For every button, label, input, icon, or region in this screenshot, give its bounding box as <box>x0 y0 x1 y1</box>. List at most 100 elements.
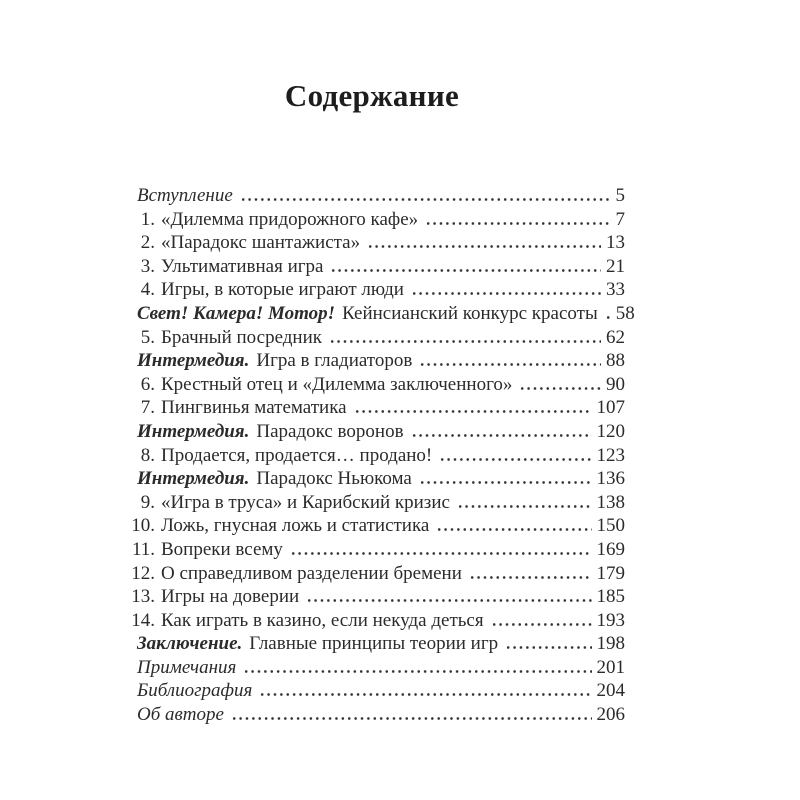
toc-entry-number: 13. <box>131 586 155 608</box>
toc-entry-label: Парадокс Ньюкома <box>256 468 412 490</box>
toc-entry-number: 3. <box>140 255 155 277</box>
dotted-leader <box>330 268 601 272</box>
toc-entry-label: «Дилемма придорожного кафе» <box>161 208 419 230</box>
dotted-leader <box>328 339 601 343</box>
toc-entry-label: Вступление <box>137 185 233 206</box>
toc-entry: 4. Игры, в которые играют люди 33 <box>137 278 625 302</box>
toc-entry-label: Игры, в которые играют люди <box>161 279 404 301</box>
toc-entry-label: Ложь, гнусная ложь и статистика <box>161 515 430 537</box>
toc-entry-page: 136 <box>596 468 626 490</box>
dotted-leader <box>436 528 592 532</box>
toc-entry-page: 120 <box>596 420 626 442</box>
toc-entry: 9. «Игра в труса» и Карибский кризис 138 <box>137 491 625 515</box>
toc-entry-number: 14. <box>131 609 155 631</box>
toc-entry-label: «Игра в труса» и Карибский кризис <box>161 491 450 513</box>
toc-entry-label: Ультимативная игра <box>161 255 324 277</box>
toc-entry-number: 8. <box>140 444 155 466</box>
toc-entry-label: «Парадокс шантажиста» <box>161 232 361 254</box>
toc-entry-page: 58 <box>615 302 635 324</box>
toc-entry-number: 5. <box>140 326 155 348</box>
toc-entry-number: 12. <box>131 562 155 584</box>
toc-entry-page: 204 <box>596 680 626 702</box>
toc-entry-label: Библиография <box>137 680 253 702</box>
toc-entry-page: 206 <box>596 704 626 726</box>
toc-entry: 1. «Дилемма придорожного кафе» 7 <box>137 208 625 232</box>
toc-entry: 14. Как играть в казино, если некуда дет… <box>131 609 626 633</box>
dotted-leader <box>353 410 592 414</box>
toc-entry-page: 5 <box>615 185 626 206</box>
toc-entry-label: Об авторе <box>137 704 224 726</box>
toc-entry-page: 90 <box>606 373 625 395</box>
dotted-leader <box>239 198 611 201</box>
toc-entry: Интермедия. Парадокс Ньюкома 136 <box>137 467 625 491</box>
dotted-leader <box>425 221 611 225</box>
dotted-leader <box>410 292 601 296</box>
table-of-contents: Вступление 5 1. «Дилемма придорожного ка… <box>131 184 635 727</box>
toc-entry: 8. Продается, продается… продано! 123 <box>137 444 625 468</box>
toc-entry-label: Вопреки всему <box>161 538 283 560</box>
toc-entry-page: 198 <box>596 633 626 655</box>
dotted-leader <box>505 646 592 650</box>
toc-entry: 3. Ультимативная игра 21 <box>137 255 625 279</box>
dotted-leader <box>306 599 592 603</box>
toc-entry-page: 169 <box>596 538 626 560</box>
toc-entry-number: 1. <box>140 208 155 230</box>
toc-entry: 6. Крестный отец и «Дилемма заключенного… <box>137 373 625 397</box>
toc-entry: Об авторе 206 <box>137 703 625 727</box>
toc-entry-label: Пингвинья математика <box>161 397 347 419</box>
toc-entry: 12. О справедливом разделении бремени 17… <box>131 562 626 586</box>
toc-entry-page: 179 <box>596 562 626 584</box>
dotted-leader <box>259 693 592 697</box>
dotted-leader <box>490 622 592 626</box>
dotted-leader <box>604 315 611 319</box>
toc-entry: 10. Ложь, гнусная ложь и статистика 150 <box>131 514 625 538</box>
dotted-leader <box>289 551 592 555</box>
dotted-leader <box>243 669 592 673</box>
dotted-leader <box>410 433 592 437</box>
toc-entry-page: 13 <box>606 232 625 254</box>
toc-entry-number: 10. <box>131 515 155 537</box>
toc-entry: 5. Брачный посредник 62 <box>137 326 625 350</box>
dotted-leader <box>230 717 592 721</box>
toc-entry-lead: Свет! Камера! Мотор! <box>137 302 336 324</box>
toc-entry-label: Продается, продается… продано! <box>161 444 433 466</box>
dotted-leader <box>468 575 592 579</box>
toc-entry: 13. Игры на доверии 185 <box>131 585 626 609</box>
toc-entry: Интермедия. Парадокс воронов 120 <box>137 420 625 444</box>
toc-entry-page: 33 <box>606 279 625 301</box>
toc-entry: Свет! Камера! Мотор! Кейнсианский конкур… <box>137 302 635 326</box>
toc-entry-number: 7. <box>140 397 155 419</box>
toc-entry-page: 201 <box>596 656 626 678</box>
toc-entry-label: Игры на доверии <box>161 586 300 608</box>
toc-entry-page: 193 <box>596 609 626 631</box>
toc-entry-page: 7 <box>615 208 626 230</box>
toc-entry-lead: Интермедия. <box>137 350 250 372</box>
toc-entry-lead: Интермедия. <box>137 420 250 442</box>
toc-entry-label: Кейнсианский конкурс красоты <box>342 302 598 324</box>
page-title: Содержание <box>284 78 460 113</box>
toc-entry-page: 107 <box>596 397 626 419</box>
toc-entry-lead: Интермедия. <box>137 468 250 490</box>
toc-entry-number: 4. <box>140 279 155 301</box>
dotted-leader <box>439 457 592 461</box>
toc-entry-label: Брачный посредник <box>161 326 322 348</box>
toc-entry-page: 88 <box>606 350 625 372</box>
dotted-leader <box>456 504 592 508</box>
toc-entry-label: Примечания <box>137 656 237 678</box>
toc-entry: 11. Вопреки всему 169 <box>132 538 626 562</box>
toc-entry-page: 62 <box>606 326 625 348</box>
toc-entry-label: Игра в гладиаторов <box>256 350 413 372</box>
toc-entry: Библиография 204 <box>137 679 625 703</box>
toc-entry-label: Как играть в казино, если некуда деться <box>161 609 484 631</box>
toc-entry-number: 9. <box>140 491 155 513</box>
toc-entry-lead: Заключение. <box>137 633 243 655</box>
toc-entry-label: О справедливом разделении бремени <box>161 562 462 584</box>
toc-entry-page: 185 <box>596 586 626 608</box>
dotted-leader <box>418 481 592 485</box>
toc-entry: 7. Пингвинья математика 107 <box>137 396 625 420</box>
dotted-leader <box>519 386 601 390</box>
toc-entry: Вступление 5 <box>137 184 625 208</box>
toc-entry-label: Главные принципы теории игр <box>249 633 499 655</box>
toc-entry: Заключение. Главные принципы теории игр … <box>137 632 625 656</box>
